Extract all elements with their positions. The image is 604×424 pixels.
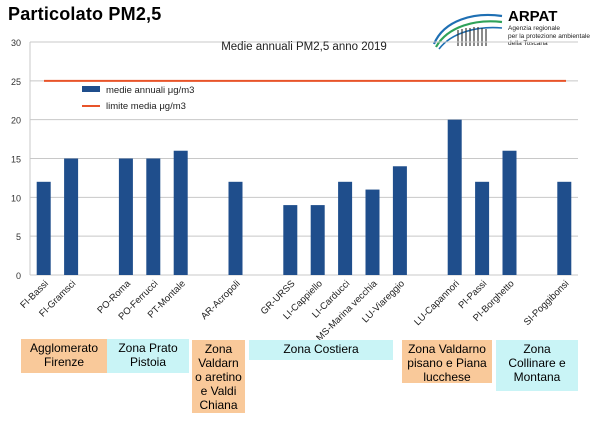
x-tick-label: LU-Capannori — [412, 278, 462, 328]
zone-label-line: o aretino — [195, 370, 242, 384]
x-tick-label: AR-Acropoli — [199, 278, 243, 322]
bar — [502, 150, 517, 275]
zone-label: Zona Valdarno pisano e Piana lucchese — [402, 340, 492, 384]
zone-label: Zona Valdarn o aretino e Valdi Chiana — [192, 340, 245, 413]
legend-swatch-bar — [82, 86, 100, 92]
zone-label-line: Zona Prato — [118, 341, 178, 355]
y-tick-label: 30 — [11, 38, 21, 48]
zone-label-line: pisano e Piana — [407, 356, 487, 370]
bar — [228, 181, 243, 275]
zone-label: Agglomerato Firenze — [21, 339, 107, 373]
zone-label-line: Zona Costiera — [283, 342, 359, 356]
zone-label-line: Zona Valdarno — [408, 342, 486, 356]
y-tick-label: 10 — [11, 193, 21, 203]
bar — [365, 189, 380, 275]
zone-label-line: Collinare e — [508, 356, 566, 370]
zone-label-line: Zona — [523, 342, 551, 356]
bar — [118, 158, 133, 275]
bar — [392, 166, 407, 275]
bar — [338, 181, 353, 275]
legend-label-limit: limite media μg/m3 — [106, 101, 186, 112]
logo-subtitle-line: per la protezione ambientale — [508, 32, 591, 40]
y-tick-label: 25 — [11, 77, 21, 87]
y-tick-label: 0 — [16, 271, 21, 281]
zone-label: Zona Collinare e Montana — [496, 340, 578, 391]
zone-label-line: e Valdi — [200, 384, 237, 398]
logo-subtitle-line: della Toscana — [508, 40, 548, 47]
arpat-logo: ARPAT Agenzia regionale per la protezion… — [430, 6, 600, 52]
bar — [475, 181, 490, 275]
zone-label-line: Montana — [513, 370, 561, 384]
logo-subtitle: Agenzia regionale per la protezione ambi… — [508, 25, 600, 48]
y-tick-label: 20 — [11, 116, 21, 126]
y-tick-label: 5 — [16, 232, 21, 242]
zone-label-line: lucchese — [423, 370, 471, 384]
zone-label-line: Valdarn — [198, 356, 239, 370]
legend-label-bar: medie annuali μg/m3 — [106, 85, 194, 96]
bar — [557, 181, 572, 275]
bar — [173, 150, 188, 275]
x-tick-label: SI-Poggibonsi — [522, 278, 572, 328]
bar — [146, 158, 161, 275]
bar — [283, 205, 298, 275]
bar — [310, 205, 325, 275]
y-tick-label: 15 — [11, 155, 21, 165]
zone-label-line: Zona — [204, 342, 233, 356]
zone-label: Zona Costiera — [249, 340, 393, 360]
zone-label: Zona Prato Pistoia — [107, 339, 189, 373]
zone-label-line: Chiana — [199, 398, 238, 412]
arpat-logo-icon — [432, 13, 503, 50]
zone-label-line: Firenze — [43, 355, 84, 369]
page-title: Particolato PM2,5 — [8, 4, 162, 24]
logo-subtitle-line: Agenzia regionale — [508, 25, 561, 32]
bar — [36, 181, 51, 275]
chart-title: Medie annuali PM2,5 anno 2019 — [221, 41, 387, 53]
bar — [447, 119, 462, 276]
bar — [64, 158, 79, 275]
logo-name: ARPAT — [508, 8, 558, 25]
zone-label-line: Agglomerato — [29, 341, 99, 355]
zone-label-line: Pistoia — [129, 355, 167, 369]
